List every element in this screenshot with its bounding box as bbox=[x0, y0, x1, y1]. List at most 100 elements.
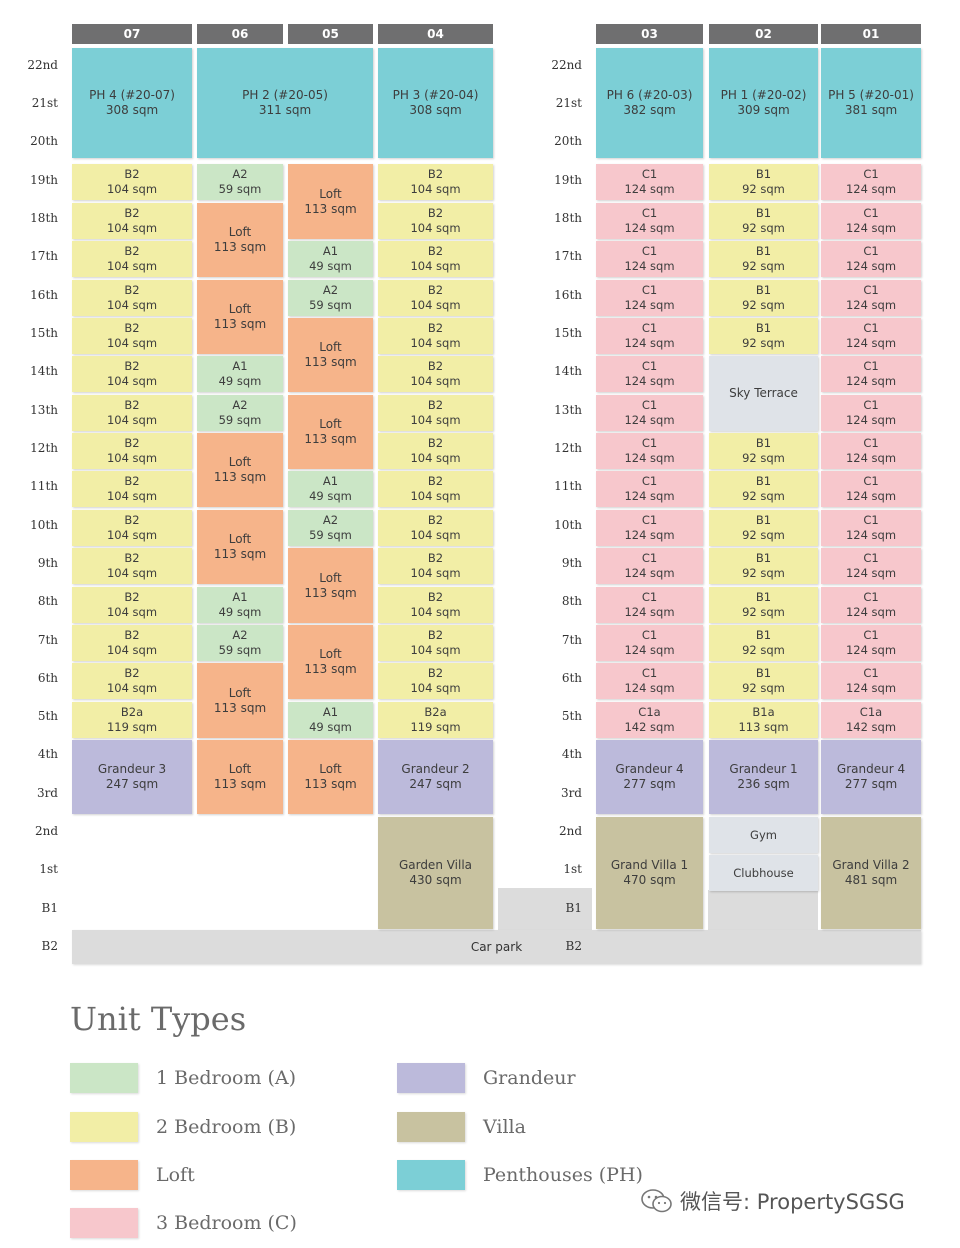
unit-cell: B2 104 sqm bbox=[72, 280, 192, 316]
legend-swatch bbox=[397, 1063, 465, 1093]
floor-label: 18th bbox=[554, 211, 582, 225]
unit-cell: C1 124 sqm bbox=[821, 241, 921, 277]
unit-cell: B2 104 sqm bbox=[72, 548, 192, 584]
unit-area: 104 sqm bbox=[106, 413, 158, 427]
unit-name: B1 bbox=[755, 513, 772, 527]
floor-label: 21st bbox=[31, 96, 58, 110]
unit-area: 124 sqm bbox=[845, 605, 897, 619]
unit-name: B2a bbox=[424, 705, 447, 719]
unit-area: 277 sqm bbox=[623, 777, 676, 791]
column-header-05: 05 bbox=[288, 24, 373, 44]
unit-area: 104 sqm bbox=[410, 336, 461, 350]
unit-name: B2 bbox=[427, 513, 444, 527]
floor-label: B1 bbox=[41, 901, 58, 915]
unit-area: 92 sqm bbox=[742, 221, 785, 235]
floor-label: 14th bbox=[554, 364, 582, 378]
unit-area: 92 sqm bbox=[742, 182, 785, 196]
unit-cell: B1 92 sqm bbox=[709, 663, 818, 699]
unit-area: 124 sqm bbox=[624, 259, 675, 273]
unit-area: 104 sqm bbox=[410, 605, 461, 619]
unit-cell: Gym bbox=[709, 817, 818, 853]
unit-cell: A2 59 sqm bbox=[288, 510, 373, 546]
unit-area: 104 sqm bbox=[410, 681, 461, 695]
unit-area: 124 sqm bbox=[624, 643, 675, 657]
unit-name: Loft bbox=[228, 762, 252, 776]
unit-area: 104 sqm bbox=[106, 605, 158, 619]
floor-label: 4th bbox=[37, 747, 58, 761]
unit-area: 59 sqm bbox=[218, 182, 262, 196]
unit-name: B2 bbox=[124, 167, 140, 181]
unit-name: C1 bbox=[863, 359, 879, 373]
floor-label: 7th bbox=[37, 633, 58, 647]
floor-label: 13th bbox=[30, 403, 58, 417]
unit-area: 142 sqm bbox=[845, 720, 897, 734]
unit-name: B2 bbox=[427, 666, 444, 680]
unit-cell: B1 92 sqm bbox=[709, 241, 818, 277]
unit-area: 124 sqm bbox=[624, 221, 675, 235]
unit-area: 49 sqm bbox=[309, 259, 352, 273]
unit-name: B1a bbox=[752, 705, 775, 719]
unit-name: B2 bbox=[427, 551, 444, 565]
unit-area: 113 sqm bbox=[213, 317, 267, 331]
unit-name: C1 bbox=[641, 436, 658, 450]
unit-cell: C1 124 sqm bbox=[821, 625, 921, 661]
unit-name: A2 bbox=[322, 283, 339, 297]
unit-cell: B1 92 sqm bbox=[709, 510, 818, 546]
unit-cell: A1 49 sqm bbox=[288, 702, 373, 738]
unit-cell: Loft 113 sqm bbox=[288, 740, 373, 814]
unit-cell: B2 104 sqm bbox=[72, 356, 192, 392]
unit-cell: Grand Villa 2 481 sqm bbox=[821, 817, 921, 929]
unit-area: 104 sqm bbox=[410, 259, 461, 273]
unit-cell: Loft 113 sqm bbox=[288, 625, 373, 699]
unit-area: 124 sqm bbox=[624, 182, 675, 196]
floor-label: 18th bbox=[30, 211, 58, 225]
floor-label: 5th bbox=[37, 709, 58, 723]
floor-label: 6th bbox=[37, 671, 58, 685]
unit-cell: C1 124 sqm bbox=[821, 203, 921, 239]
unit-area: 92 sqm bbox=[742, 681, 785, 695]
floor-label: 1st bbox=[39, 862, 58, 876]
unit-area: 49 sqm bbox=[309, 720, 352, 734]
unit-area: 119 sqm bbox=[106, 720, 158, 734]
unit-cell: C1 124 sqm bbox=[821, 164, 921, 200]
unit-name: B1 bbox=[755, 244, 772, 258]
unit-cell: B2 104 sqm bbox=[378, 625, 493, 661]
unit-cell: C1 124 sqm bbox=[596, 433, 703, 469]
unit-name: Loft bbox=[228, 225, 252, 239]
unit-name: Grandeur 2 bbox=[401, 762, 470, 776]
unit-name: Loft bbox=[228, 302, 252, 316]
unit-area: 113 sqm bbox=[304, 201, 357, 216]
floor-label: 16th bbox=[554, 288, 582, 302]
column-header-06: 06 bbox=[197, 24, 283, 44]
unit-cell: A1 49 sqm bbox=[288, 471, 373, 507]
unit-area: 104 sqm bbox=[410, 528, 461, 542]
unit-name: B2 bbox=[124, 513, 140, 527]
unit-cell: B2 104 sqm bbox=[72, 510, 192, 546]
unit-cell: B2 104 sqm bbox=[378, 548, 493, 584]
unit-cell: B1 92 sqm bbox=[709, 471, 818, 507]
unit-name: C1 bbox=[641, 206, 658, 220]
unit-cell: B2 104 sqm bbox=[378, 318, 493, 354]
unit-name: B2 bbox=[124, 244, 140, 258]
unit-name: Grandeur 1 bbox=[729, 762, 798, 776]
floor-label: 19th bbox=[30, 173, 58, 187]
column-header-04: 04 bbox=[378, 24, 493, 44]
unit-area: 308 sqm bbox=[105, 103, 159, 117]
unit-area: 104 sqm bbox=[106, 298, 158, 312]
legend-item-loft: Loft bbox=[70, 1160, 195, 1190]
unit-area: 104 sqm bbox=[106, 221, 158, 235]
unit-name: C1 bbox=[641, 628, 658, 642]
floor-label: 1st bbox=[563, 862, 582, 876]
unit-area: 113 sqm bbox=[213, 240, 267, 254]
unit-name: C1 bbox=[863, 513, 879, 527]
unit-name: A2 bbox=[322, 513, 339, 527]
unit-area: 382 sqm bbox=[623, 103, 676, 117]
unit-area: 104 sqm bbox=[106, 374, 158, 388]
unit-name: C1a bbox=[638, 705, 661, 719]
unit-name: A1 bbox=[232, 359, 248, 373]
unit-cell: C1 124 sqm bbox=[596, 164, 703, 200]
unit-area: 381 sqm bbox=[844, 103, 898, 117]
unit-area: 92 sqm bbox=[742, 336, 785, 350]
unit-name: B2 bbox=[124, 551, 140, 565]
legend-swatch bbox=[70, 1112, 138, 1142]
